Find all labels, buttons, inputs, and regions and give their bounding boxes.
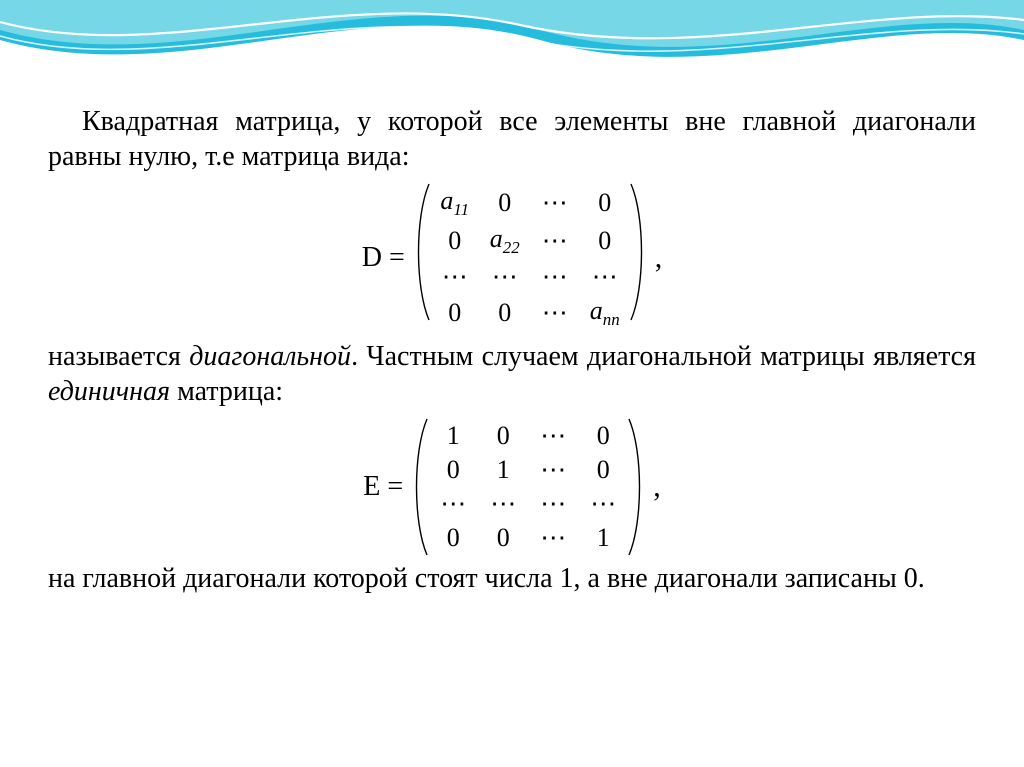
matrix-cell: ⋯ — [539, 262, 571, 292]
left-paren-icon — [409, 417, 431, 557]
matrix-cell: ⋯ — [489, 262, 521, 292]
header-wave-decoration — [0, 0, 1024, 100]
matrix-cell: ⋯ — [589, 262, 621, 292]
matrix-cell: 0 — [489, 298, 521, 328]
matrix-e-equation: E = 10⋯001⋯0⋯⋯⋯⋯00⋯1 , — [48, 417, 976, 557]
matrix-cell: ⋯ — [539, 226, 571, 256]
matrix-cell: ⋯ — [539, 188, 571, 218]
matrix-cell: ⋯ — [537, 455, 569, 485]
matrix-cell: ⋯ — [537, 421, 569, 451]
matrix-cell: ⋯ — [439, 262, 471, 292]
matrix-cell: 1 — [587, 523, 619, 553]
matrix-cell: ⋯ — [537, 489, 569, 519]
slide: Квадратная матрица, у которой все элемен… — [0, 0, 1024, 767]
matrix-e-trailing: , — [653, 470, 661, 504]
matrix-d-wrap: a110⋯00a22⋯0⋯⋯⋯⋯00⋯ann — [411, 182, 649, 335]
para2-term-identity: единичная — [48, 376, 170, 407]
matrix-cell: ⋯ — [587, 489, 619, 519]
paragraph-1: Квадратная матрица, у которой все элемен… — [48, 104, 976, 174]
matrix-d-grid: a110⋯00a22⋯0⋯⋯⋯⋯00⋯ann — [433, 182, 627, 335]
para2-text-a: называется — [48, 341, 189, 372]
matrix-cell: a22 — [489, 224, 521, 258]
paragraph-2: называется диагональной. Частным случаем… — [48, 339, 976, 409]
matrix-cell: ⋯ — [487, 489, 519, 519]
matrix-cell: ⋯ — [537, 523, 569, 553]
matrix-cell: 0 — [589, 188, 621, 218]
matrix-cell: ⋯ — [539, 298, 571, 328]
paragraph-3: на главной диагонали которой стоят числа… — [48, 561, 976, 596]
matrix-cell: 0 — [437, 455, 469, 485]
content-area: Квадратная матрица, у которой все элемен… — [48, 104, 976, 604]
matrix-e-grid: 10⋯001⋯0⋯⋯⋯⋯00⋯1 — [431, 417, 625, 557]
matrix-cell: 0 — [439, 226, 471, 256]
matrix-cell: ann — [589, 296, 621, 330]
para2-term-diagonal: диагональной — [189, 341, 351, 372]
matrix-cell: 0 — [489, 188, 521, 218]
matrix-e-wrap: 10⋯001⋯0⋯⋯⋯⋯00⋯1 — [409, 417, 647, 557]
matrix-cell: 0 — [437, 523, 469, 553]
matrix-e-lhs: E = — [363, 471, 403, 503]
matrix-cell: 0 — [487, 421, 519, 451]
matrix-cell: 0 — [587, 455, 619, 485]
matrix-cell: 0 — [587, 421, 619, 451]
matrix-d-lhs: D = — [362, 242, 405, 274]
left-paren-icon — [411, 182, 433, 322]
matrix-cell: ⋯ — [437, 489, 469, 519]
matrix-d-equation: D = a110⋯00a22⋯0⋯⋯⋯⋯00⋯ann , — [48, 182, 976, 335]
matrix-cell: 0 — [487, 523, 519, 553]
matrix-d-trailing: , — [655, 241, 663, 275]
matrix-cell: 0 — [589, 226, 621, 256]
matrix-cell: 1 — [487, 455, 519, 485]
right-paren-icon — [625, 417, 647, 557]
para2-text-e: матрица: — [170, 376, 283, 407]
para2-text-c: . Частным случаем диагональной матрицы я… — [351, 341, 976, 372]
matrix-cell: 0 — [439, 298, 471, 328]
matrix-cell: 1 — [437, 421, 469, 451]
right-paren-icon — [627, 182, 649, 322]
matrix-cell: a11 — [439, 186, 471, 220]
